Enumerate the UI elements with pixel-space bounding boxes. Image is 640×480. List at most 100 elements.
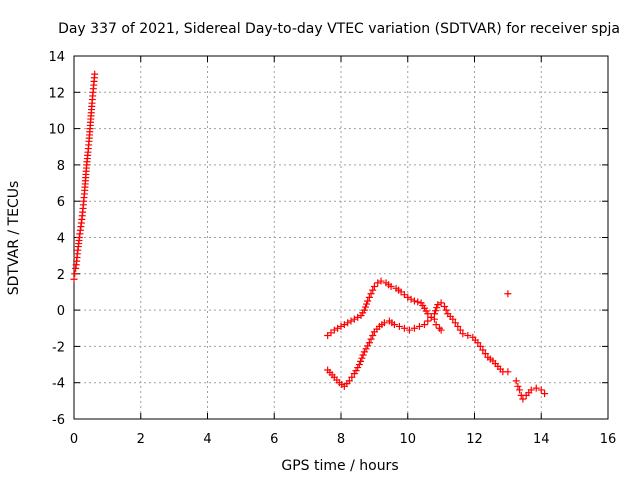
data-point-lower-arc bbox=[415, 322, 423, 330]
data-point-upper-arc bbox=[350, 315, 358, 323]
data-point-upper-arc bbox=[344, 319, 352, 327]
data-point-upper-arc bbox=[363, 300, 371, 308]
data-point-lower-arc bbox=[359, 351, 367, 359]
data-point-late bbox=[516, 386, 524, 394]
data-point-lower-arc bbox=[449, 315, 457, 323]
x-tick-label: 6 bbox=[270, 432, 278, 447]
data-point-late bbox=[512, 377, 520, 385]
y-tick-label: 12 bbox=[48, 86, 65, 101]
data-point-lower-arc bbox=[364, 342, 372, 350]
data-point-upper-arc bbox=[374, 279, 382, 287]
data-point-lower-arc bbox=[400, 324, 408, 332]
data-marks bbox=[70, 70, 549, 403]
y-tick-label: 6 bbox=[57, 195, 65, 210]
grid bbox=[74, 56, 608, 419]
x-tick-label: 14 bbox=[533, 432, 550, 447]
data-point-lower-arc bbox=[360, 348, 368, 356]
data-point-lower-arc bbox=[355, 361, 363, 369]
data-point-lower-arc bbox=[410, 324, 418, 332]
y-tick-label: 0 bbox=[57, 304, 65, 319]
data-point-lower-arc bbox=[440, 302, 448, 310]
x-tick-label: 0 bbox=[70, 432, 78, 447]
x-tick-labels: 0 2 4 6 8 10 12 14 16 bbox=[70, 432, 616, 447]
data-point-upper-arc bbox=[369, 286, 377, 294]
data-point-lower-arc bbox=[456, 326, 464, 334]
data-point-lower-arc bbox=[365, 339, 373, 347]
data-point-dip bbox=[437, 326, 445, 334]
data-point-lower-arc bbox=[395, 322, 403, 330]
data-point-dip bbox=[432, 321, 440, 329]
data-point-upper-arc bbox=[340, 321, 348, 329]
data-point-lower-arc bbox=[459, 330, 467, 338]
y-tick-label: 8 bbox=[57, 159, 65, 174]
data-point-lower-arc bbox=[358, 354, 366, 362]
chart-title: Day 337 of 2021, Sidereal Day-to-day VTE… bbox=[58, 21, 620, 37]
data-point-lower-arc bbox=[442, 306, 450, 314]
data-point-upper-arc bbox=[365, 293, 373, 301]
data-point-upper-arc bbox=[410, 297, 418, 305]
data-point-lower-arc bbox=[390, 321, 398, 329]
data-point-upper-arc bbox=[424, 310, 432, 318]
data-point-upper-arc bbox=[361, 303, 369, 311]
x-tick-label: 8 bbox=[337, 432, 345, 447]
data-point-early bbox=[91, 70, 99, 78]
data-point-lower-arc bbox=[369, 332, 377, 340]
data-point-lower-arc bbox=[437, 299, 445, 307]
data-point-lower-arc bbox=[362, 345, 370, 353]
data-point-upper-arc bbox=[334, 324, 342, 332]
data-point-upper-arc bbox=[377, 277, 385, 285]
y-tick-label: -6 bbox=[52, 413, 65, 428]
data-point-upper-arc bbox=[360, 306, 368, 314]
x-tick-label: 2 bbox=[137, 432, 145, 447]
data-point-lower-arc bbox=[432, 307, 440, 315]
data-point-early bbox=[71, 270, 79, 278]
data-point-lower-arc bbox=[352, 367, 360, 375]
data-point-lower-arc bbox=[424, 317, 432, 325]
data-point-upper-arc bbox=[337, 322, 345, 330]
data-point-lower-arc bbox=[345, 377, 353, 385]
x-tick-label: 10 bbox=[399, 432, 416, 447]
data-point-lower-arc bbox=[427, 313, 435, 321]
axis-ticks bbox=[73, 55, 609, 420]
y-tick-label: 2 bbox=[57, 268, 65, 283]
y-tick-label: 4 bbox=[57, 232, 65, 247]
data-point-late bbox=[527, 386, 535, 394]
x-tick-label: 4 bbox=[203, 432, 211, 447]
data-point-upper-arc bbox=[407, 295, 415, 303]
data-point-late bbox=[537, 386, 545, 394]
y-tick-label: -2 bbox=[52, 340, 65, 355]
data-point-lower-arc bbox=[430, 310, 438, 318]
data-point-lower-arc bbox=[433, 304, 441, 312]
data-point-lower-arc bbox=[451, 319, 459, 327]
y-tick-label: -4 bbox=[52, 377, 65, 392]
data-point-lower-arc bbox=[348, 373, 356, 381]
data-point-upper-arc bbox=[347, 317, 355, 325]
data-point-late bbox=[519, 395, 527, 403]
data-point-lower-arc bbox=[367, 335, 375, 343]
data-point-lower-arc bbox=[464, 332, 472, 340]
data-point-late bbox=[532, 384, 540, 392]
data-point-late bbox=[514, 382, 522, 390]
data-point-isolated bbox=[504, 290, 512, 298]
data-point-upper-arc bbox=[370, 283, 378, 291]
data-point-lower-arc bbox=[481, 350, 489, 358]
data-point-lower-arc bbox=[504, 368, 512, 376]
y-tick-label: 10 bbox=[48, 123, 65, 138]
y-tick-labels: -6 -4 -2 0 2 4 6 8 10 12 14 bbox=[48, 50, 65, 428]
data-point-upper-arc bbox=[354, 313, 362, 321]
data-point-lower-arc bbox=[420, 321, 428, 329]
data-point-upper-arc bbox=[367, 290, 375, 298]
data-point-lower-arc bbox=[350, 370, 358, 378]
y-tick-label: 14 bbox=[48, 50, 65, 65]
data-point-late bbox=[541, 390, 549, 398]
x-axis-title: GPS time / hours bbox=[281, 458, 398, 474]
data-point-upper-arc bbox=[414, 298, 422, 306]
data-point-upper-arc bbox=[364, 297, 372, 305]
data-point-early bbox=[70, 275, 78, 283]
data-point-lower-arc bbox=[405, 326, 413, 334]
data-point-lower-arc bbox=[476, 342, 484, 350]
data-point-dip bbox=[435, 324, 443, 332]
data-point-lower-arc bbox=[479, 346, 487, 354]
x-tick-label: 12 bbox=[466, 432, 483, 447]
